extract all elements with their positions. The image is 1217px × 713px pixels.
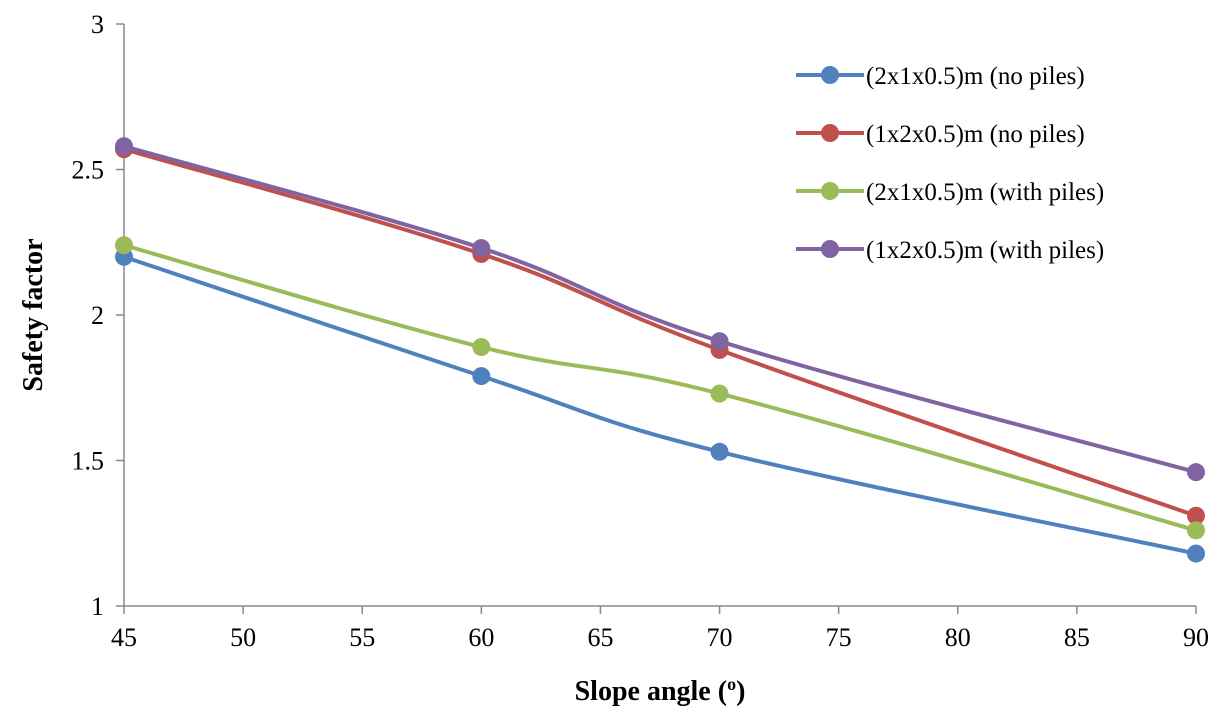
- series-4: [115, 137, 1205, 482]
- data-point: [1187, 463, 1205, 482]
- legend-label: (1x2x0.5)m (no piles): [866, 121, 1085, 148]
- legend-item: (1x2x0.5)m (with piles): [796, 237, 1104, 264]
- x-tick-label: 70: [707, 623, 733, 652]
- data-point: [115, 236, 133, 255]
- data-point: [115, 137, 133, 156]
- y-tick-label: 3: [91, 10, 104, 39]
- legend-marker: [821, 124, 839, 142]
- series-1: [115, 247, 1205, 563]
- x-tick-label: 45: [111, 623, 137, 652]
- x-tick-label: 75: [826, 623, 852, 652]
- data-point: [1187, 544, 1205, 563]
- y-tick-label: 1.5: [72, 447, 105, 476]
- legend-item: (2x1x0.5)m (no piles): [796, 63, 1085, 90]
- x-tick-label: 65: [587, 623, 613, 652]
- x-tick-label: 85: [1064, 623, 1090, 652]
- data-point: [1187, 521, 1205, 540]
- legend-item: (1x2x0.5)m (no piles): [796, 121, 1085, 148]
- y-tick-label: 2.5: [72, 156, 105, 185]
- x-axis-title-superscript: o: [727, 674, 736, 694]
- y-axis-title: Safety factor: [18, 238, 49, 391]
- series-line: [123, 254, 1197, 556]
- data-point: [472, 367, 491, 386]
- data-point: [472, 338, 491, 357]
- x-tick-label: 50: [230, 623, 256, 652]
- x-tick-label: 90: [1183, 623, 1209, 652]
- x-axis-title-main: Slope angle (: [575, 676, 727, 707]
- legend: (2x1x0.5)m (no piles) (1x2x0.5)m (no pile…: [796, 63, 1104, 264]
- legend-marker: [821, 182, 839, 200]
- data-point: [1187, 506, 1205, 525]
- legend-marker: [821, 66, 839, 84]
- data-point: [710, 384, 729, 403]
- y-tick-label: 2: [91, 301, 104, 330]
- legend-label: (2x1x0.5)m (no piles): [866, 63, 1085, 90]
- series-line: [123, 144, 1197, 475]
- legend-label: (1x2x0.5)m (with piles): [866, 237, 1104, 264]
- series-3: [115, 236, 1205, 540]
- legend-marker: [821, 240, 839, 258]
- legend-label: (2x1x0.5)m (with piles): [866, 179, 1104, 206]
- legend-item: (2x1x0.5)m (with piles): [796, 179, 1104, 206]
- series-line: [123, 243, 1197, 533]
- x-axis-title-suffix: ): [736, 676, 745, 707]
- x-tick-label: 60: [468, 623, 494, 652]
- data-point: [710, 442, 729, 461]
- x-tick-label: 55: [349, 623, 375, 652]
- x-tick-label: 80: [945, 623, 971, 652]
- x-axis-title: Slope angle (o): [575, 674, 746, 707]
- series-layer: [115, 137, 1205, 563]
- axes: 1 1.5 2 2.5 3 45 50 55 60 65 70 75 80 85 90: [72, 10, 1210, 652]
- data-point: [472, 239, 491, 258]
- y-tick-label: 1: [91, 592, 104, 621]
- series-line: [123, 147, 1197, 518]
- data-point: [710, 332, 729, 351]
